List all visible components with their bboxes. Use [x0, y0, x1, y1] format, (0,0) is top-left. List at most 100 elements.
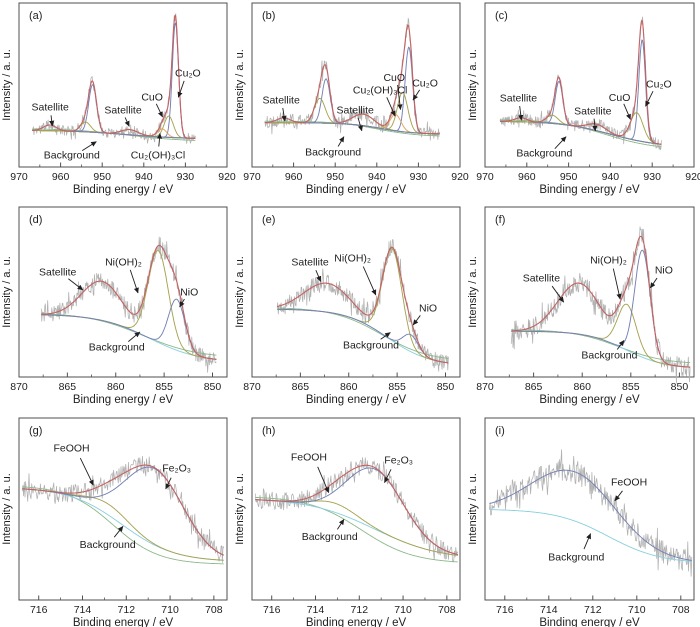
g-annotation-arrow-feooh	[79, 457, 94, 486]
b-annotation-arrow-satellite	[281, 107, 287, 122]
a-annotation-background: Background	[44, 150, 100, 162]
a-annotation-arrow-satellite-2	[124, 117, 130, 127]
panel-b: 970 960 950 940 930 920 Binding energy / eV Int…	[233, 0, 469, 200]
c-annotation-background: Background	[516, 148, 572, 160]
panel-a-frame	[18, 2, 228, 168]
a-annotation-arrow-background	[81, 141, 97, 151]
x-tick-label: 714	[307, 604, 325, 616]
c-annotation-arrow-cu2o	[645, 91, 654, 107]
x-tick-label: 950	[326, 171, 344, 183]
f-annotation-arrow-nioh2	[612, 268, 622, 300]
a-envelope-curve	[32, 14, 196, 139]
y-axis-title: Intensity / a. u.	[1, 256, 13, 328]
x-tick-label: 712	[584, 604, 602, 616]
x-tick-label: 708	[672, 604, 690, 616]
panel-g-letter: (g)	[29, 425, 42, 437]
x-tick-label: 850	[437, 381, 455, 393]
x-tick-label: 970	[476, 171, 494, 183]
h-feooh-curve	[255, 499, 458, 556]
panel-c: 970 960 950 940 930 920 Binding energy / eV Int…	[466, 0, 700, 200]
panel-g-frame	[18, 417, 228, 601]
panel-e: 870 865 860 855 850 Binding energy / eV Intens…	[233, 200, 466, 410]
e-annotation-arrow-nio	[412, 315, 421, 326]
x-tick-label: 940	[602, 171, 620, 183]
d-annotation-arrow-background	[128, 331, 141, 342]
i-background-curve	[489, 509, 692, 562]
y-axis-title: Intensity / a. u.	[1, 473, 13, 545]
x-axis-title: Binding energy / eV	[306, 617, 407, 627]
x-axis-title: Binding energy / eV	[73, 184, 174, 196]
d-annotation-arrow-satellite	[68, 278, 84, 291]
a-annotation-cu2oh3cl: Cu₂(OH)₃Cl	[131, 150, 185, 162]
x-tick-label: 960	[518, 171, 536, 183]
c-annotation-satellite: Satellite	[500, 93, 538, 105]
x-axis-title: Binding energy / eV	[73, 617, 174, 627]
panel-d-letter: (d)	[29, 214, 42, 226]
a-raw-data-curve	[31, 13, 196, 144]
f-annotation-arrow-satellite	[551, 285, 565, 303]
f-envelope-curve	[511, 235, 691, 368]
panel-f-plot: 870 865 860 855 850 Binding energy / eV Intens…	[467, 206, 695, 406]
b-annotation-arrow-cuo	[397, 84, 403, 110]
x-tick-label: 855	[155, 381, 173, 393]
h-annotation-background: Background	[302, 531, 358, 543]
h-annotation-fe2o3: Fe₂O₃	[384, 455, 413, 467]
d-annotation-arrow-nio	[179, 298, 185, 308]
x-axis-title: Binding energy / eV	[539, 617, 640, 627]
x-tick-label: 930	[177, 171, 195, 183]
d-annotation-background: Background	[89, 342, 145, 354]
g-annotation-background: Background	[80, 539, 136, 551]
h-background2-curve	[255, 496, 458, 563]
b-annotation-arrow-background	[337, 136, 345, 147]
panel-c-plot: 970 960 950 940 930 920 Binding energy / eV Int…	[467, 2, 700, 196]
x-tick-label: 865	[59, 381, 77, 393]
b-annotation-cu2o: Cu₂O	[412, 78, 438, 90]
a-annotation-arrow-cu2o	[177, 80, 185, 98]
y-axis-title: Intensity / a. u.	[234, 49, 246, 121]
panel-c-letter: (c)	[495, 10, 508, 22]
x-axis-title: Binding energy / eV	[539, 394, 640, 406]
c-envelope-curve	[500, 19, 662, 145]
panel-e-frame	[251, 206, 461, 378]
panel-g-plot: 716 714 712 710 708 Binding energy / eV Intens…	[1, 417, 228, 627]
x-tick-label: 960	[52, 171, 70, 183]
x-tick-label: 920	[218, 171, 236, 183]
x-tick-label: 855	[388, 381, 406, 393]
d-annotation-nio: NiO	[180, 287, 198, 299]
x-tick-label: 710	[161, 604, 179, 616]
x-tick-label: 930	[643, 171, 661, 183]
b-annotation-cuo: CuO	[383, 72, 405, 84]
panel-e-plot: 870 865 860 855 850 Binding energy / eV Intens…	[234, 206, 461, 406]
x-tick-label: 865	[525, 381, 543, 393]
x-axis-title: Binding energy / eV	[306, 184, 407, 196]
f-annotation-satellite: Satellite	[523, 273, 561, 285]
b-annotation-arrow-satellite-2	[357, 117, 363, 132]
i-annotation-arrow-feooh	[614, 490, 623, 502]
x-tick-label: 716	[496, 604, 514, 616]
b-annotation-arrow-cu2oh3cl	[386, 97, 396, 117]
panel-h-frame	[251, 417, 461, 601]
y-axis-title: Intensity / a. u.	[1, 49, 13, 121]
panel-e-letter: (e)	[262, 214, 275, 226]
a-annotation-cuo: CuO	[141, 91, 163, 103]
a-annotation-arrow-cuo	[155, 103, 163, 118]
panel-h: 716 714 712 710 708 Binding energy / eV Intens…	[233, 410, 466, 627]
panel-b-plot: 970 960 950 940 930 920 Binding energy / eV Int…	[234, 2, 469, 196]
i-annotation-arrow-background	[583, 533, 592, 550]
panel-i-frame	[484, 417, 695, 601]
x-tick-label: 860	[573, 381, 591, 393]
x-tick-label: 950	[93, 171, 111, 183]
c-annotation-cu2o: Cu₂O	[646, 79, 672, 91]
e-annotation-arrow-satellite	[315, 270, 322, 282]
x-tick-label: 870	[243, 381, 261, 393]
y-axis-title: Intensity / a. u.	[234, 473, 246, 545]
x-tick-label: 920	[451, 171, 469, 183]
x-tick-label: 970	[243, 171, 261, 183]
c-annotation-cuo: CuO	[609, 92, 631, 104]
x-tick-label: 870	[10, 381, 28, 393]
i-feooh-curve	[489, 469, 692, 561]
g-background2-curve	[22, 486, 224, 565]
panel-i-plot: 716 714 712 710 708 Binding energy / eV Intens…	[467, 417, 695, 627]
a-annotation-arrow-satellite	[49, 115, 55, 127]
